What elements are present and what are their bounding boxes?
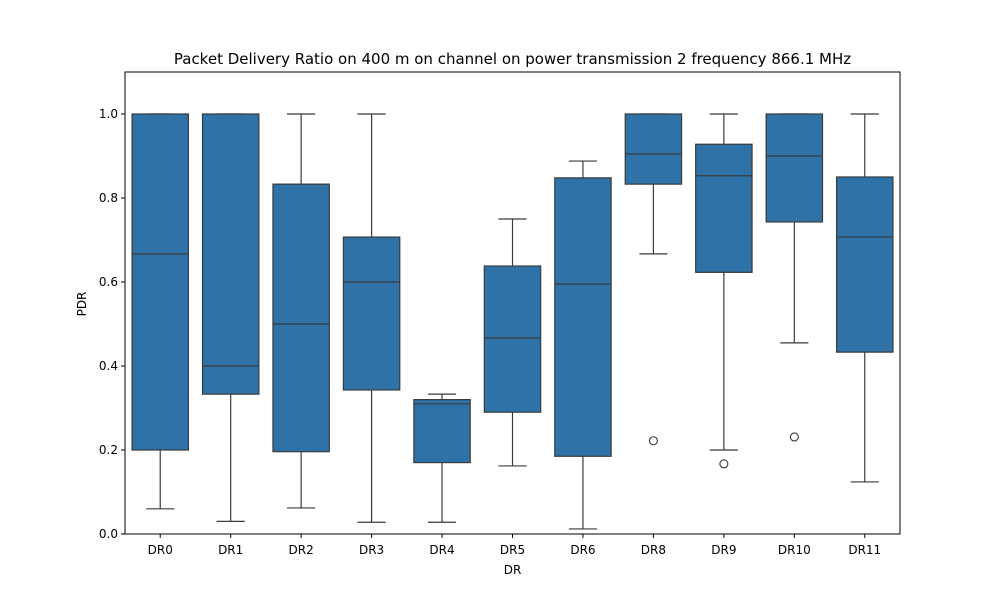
x-tick-label: DR9 bbox=[711, 543, 736, 557]
y-tick-label: 0.6 bbox=[99, 275, 118, 289]
box-group-dr10 bbox=[765, 113, 824, 442]
iqr-box bbox=[342, 236, 401, 391]
box-group-dr9 bbox=[695, 113, 753, 469]
x-tick-label: DR10 bbox=[778, 543, 811, 557]
x-tick-label: DR5 bbox=[500, 543, 525, 557]
iqr-box bbox=[695, 143, 753, 273]
x-tick-label: DR6 bbox=[570, 543, 595, 557]
plot-frame bbox=[124, 71, 901, 535]
outlier-point bbox=[719, 459, 729, 469]
outlier-point bbox=[789, 432, 799, 442]
x-tick-label: DR3 bbox=[359, 543, 384, 557]
iqr-box bbox=[272, 183, 330, 453]
box-group-dr3 bbox=[342, 113, 401, 523]
x-tick-label: DR0 bbox=[148, 543, 173, 557]
iqr-box bbox=[765, 113, 824, 223]
box-group-dr6 bbox=[554, 160, 612, 530]
y-tick-label: 0.4 bbox=[99, 359, 118, 373]
box-group-dr4 bbox=[413, 393, 471, 523]
y-tick-label: 0.0 bbox=[99, 527, 118, 541]
iqr-box bbox=[131, 113, 190, 451]
x-tick-label: DR8 bbox=[641, 543, 666, 557]
x-tick-label: DR1 bbox=[218, 543, 243, 557]
y-tick-label: 1.0 bbox=[99, 107, 118, 121]
box-group-dr11 bbox=[835, 113, 894, 483]
box-group-dr5 bbox=[483, 218, 542, 467]
iqr-box bbox=[413, 399, 471, 464]
box-group-dr8 bbox=[624, 113, 683, 446]
iqr-box bbox=[483, 265, 542, 413]
x-tick-label: DR11 bbox=[848, 543, 881, 557]
box-group-dr0 bbox=[131, 113, 190, 510]
plot-area bbox=[131, 113, 894, 530]
box-group-dr2 bbox=[272, 113, 330, 509]
iqr-box bbox=[554, 177, 612, 457]
x-tick-label: DR2 bbox=[289, 543, 314, 557]
y-tick-label: 0.2 bbox=[99, 443, 118, 457]
box-group-dr1 bbox=[201, 113, 260, 523]
y-axis-label: PDR bbox=[75, 292, 89, 317]
iqr-box bbox=[624, 113, 683, 185]
chart-title: Packet Delivery Ratio on 400 m on channe… bbox=[174, 50, 851, 68]
iqr-box bbox=[201, 113, 260, 395]
y-axis: 0.0 0.2 0.4 0.6 0.8 1.0 bbox=[99, 107, 125, 541]
x-axis-label: DR bbox=[504, 563, 522, 577]
outlier-point bbox=[648, 436, 658, 446]
y-tick-label: 0.8 bbox=[99, 191, 118, 205]
x-tick-label: DR4 bbox=[429, 543, 454, 557]
x-axis: DR0 DR1 DR2 DR3 DR4 DR5 DR6 DR8 DR9 DR10 DR11 bbox=[148, 534, 881, 557]
iqr-box bbox=[835, 176, 894, 353]
